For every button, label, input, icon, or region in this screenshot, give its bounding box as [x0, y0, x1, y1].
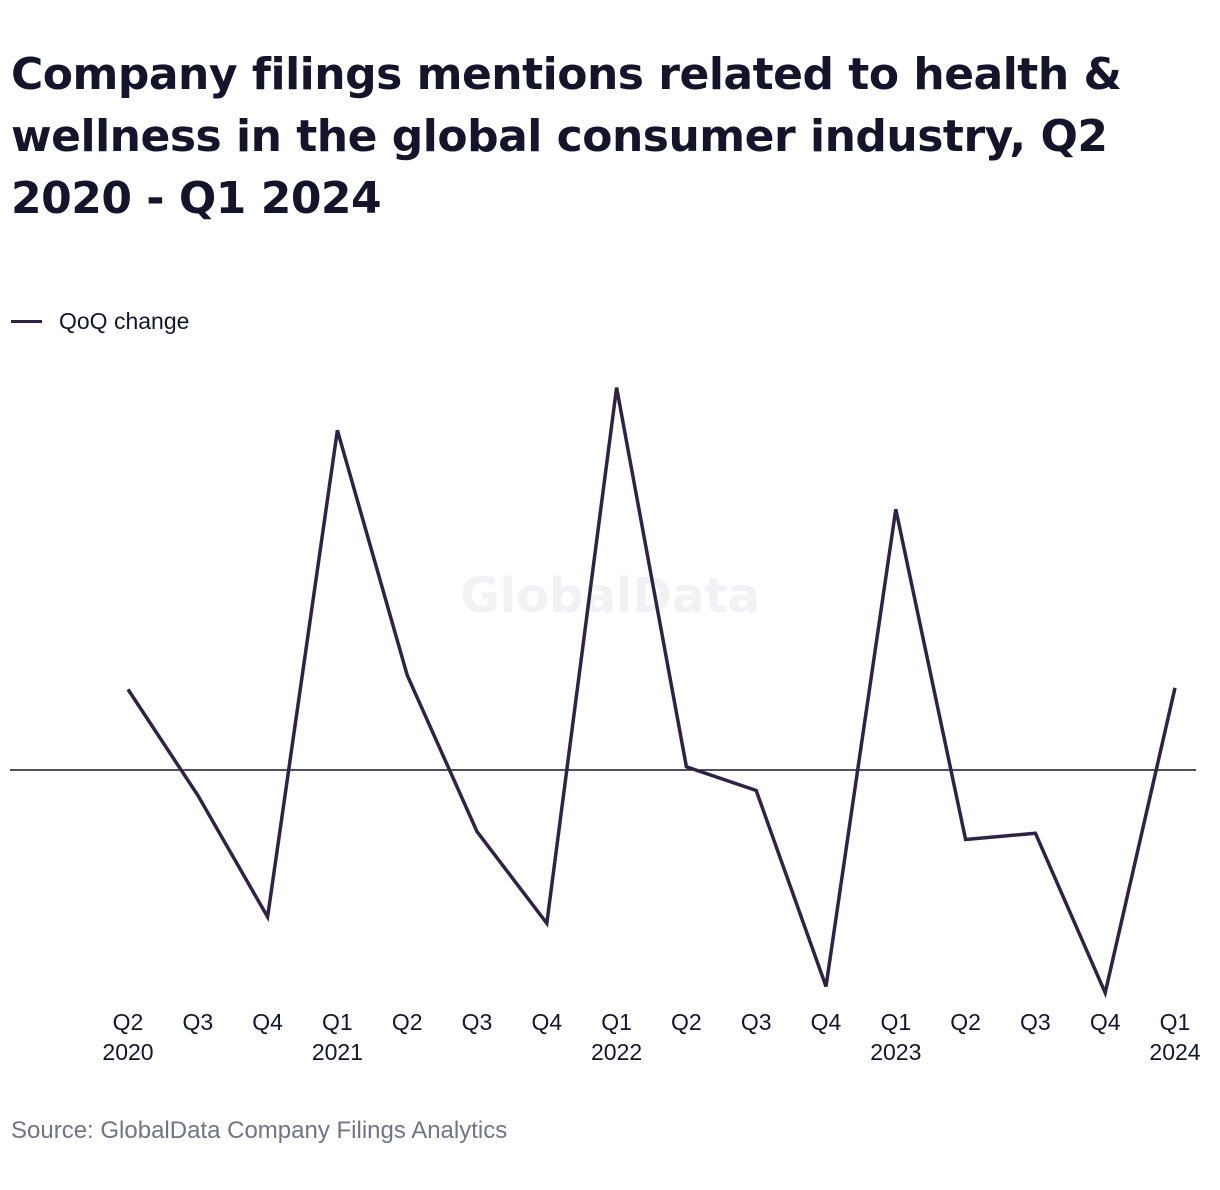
x-axis: Q2 2020 Q3 Q4 Q1 2021 Q2 Q3 Q4 Q1 2022 Q2 Q3 Q4 Q1 2023…: [102, 1009, 1200, 1065]
x-tick-label: Q4: [1090, 1009, 1121, 1035]
data-point: [194, 791, 202, 799]
x-tick-year-label: 2024: [1149, 1039, 1200, 1065]
x-tick-label: Q1: [322, 1009, 353, 1035]
data-point: [1101, 989, 1109, 997]
data-point: [1171, 684, 1179, 692]
data-point: [333, 426, 341, 434]
x-tick-year-label: 2023: [870, 1039, 921, 1065]
x-tick-label: Q3: [741, 1009, 772, 1035]
source-note: Source: GlobalData Company Filings Analy…: [11, 1117, 508, 1144]
data-point: [473, 828, 481, 836]
data-point: [682, 763, 690, 771]
data-point: [124, 685, 132, 693]
data-point: [892, 505, 900, 513]
data-point: [403, 671, 411, 679]
series-line-qoq-change: [126, 387, 1177, 999]
watermark: GlobalData: [460, 568, 760, 624]
x-tick-label: Q4: [531, 1009, 562, 1035]
chart-title: Company filings mentions related to heal…: [11, 49, 1122, 224]
x-tick-year-label: 2022: [591, 1039, 642, 1065]
legend-swatch-qoq: [11, 319, 42, 323]
x-tick-label: Q4: [252, 1009, 283, 1035]
legend-label-qoq: QoQ change: [59, 307, 190, 334]
x-tick-label: Q1: [1160, 1009, 1191, 1035]
data-point: [1031, 829, 1039, 837]
data-point: [264, 913, 272, 921]
x-tick-label: Q3: [1020, 1009, 1051, 1035]
data-point: [543, 919, 551, 927]
x-tick-label: Q2: [113, 1009, 144, 1035]
x-tick-year-label: 2021: [312, 1039, 363, 1065]
data-point: [613, 384, 621, 392]
data-point: [822, 982, 830, 990]
legend: QoQ change: [11, 306, 189, 336]
x-tick-label: Q1: [880, 1009, 911, 1035]
data-point: [752, 787, 760, 795]
series-layer: [124, 384, 1179, 999]
data-point: [962, 836, 970, 844]
x-tick-label: Q3: [462, 1009, 493, 1035]
x-tick-year-label: 2020: [102, 1039, 153, 1065]
x-tick-label: Q4: [811, 1009, 842, 1035]
x-tick-label: Q1: [601, 1009, 632, 1035]
x-tick-label: Q2: [671, 1009, 702, 1035]
x-tick-label: Q2: [950, 1009, 981, 1035]
x-tick-label: Q2: [392, 1009, 423, 1035]
x-tick-label: Q3: [182, 1009, 213, 1035]
